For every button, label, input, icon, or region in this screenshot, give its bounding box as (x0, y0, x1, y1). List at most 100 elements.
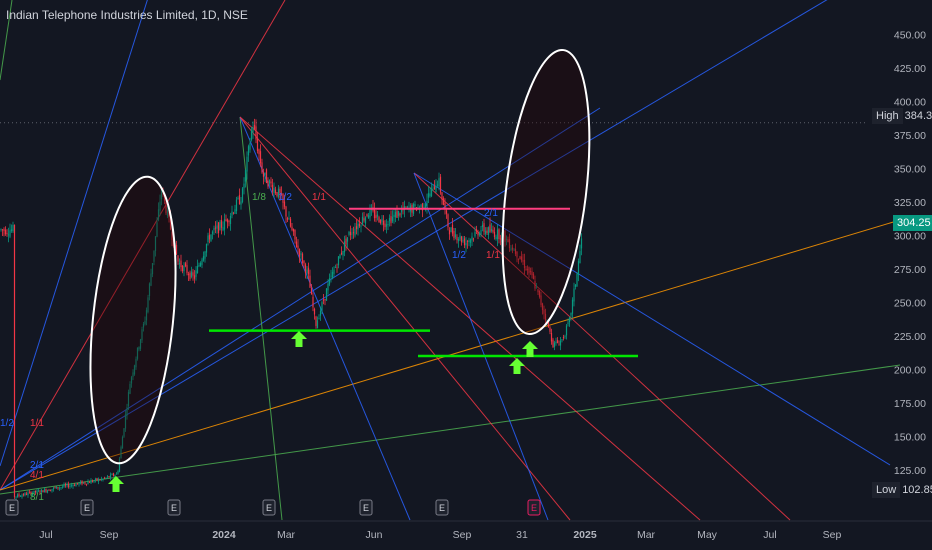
candle-body (325, 288, 328, 301)
candle-body (204, 251, 206, 259)
candle-body (177, 255, 179, 262)
event-marker-icon (5, 499, 19, 516)
candle-body (558, 344, 560, 346)
candle-body (564, 336, 566, 337)
candle-body (100, 478, 103, 480)
candle-body (259, 151, 262, 164)
candle-body (115, 473, 118, 475)
fan-ratio-label: 1/2 (452, 250, 466, 261)
candle-body (159, 201, 161, 211)
event-marker-icon (435, 499, 449, 516)
candle-body (367, 215, 370, 219)
candle-body (220, 220, 223, 228)
candle-body (277, 188, 280, 198)
candle-body (414, 204, 416, 207)
candle-body (381, 218, 383, 222)
candle-body (153, 250, 155, 262)
candle-body (39, 491, 41, 493)
candle-body (96, 478, 98, 481)
candle-body (112, 473, 115, 476)
candle-body (253, 125, 256, 130)
candle-body (265, 169, 268, 184)
candle-body (361, 216, 364, 226)
highlight-ellipse (501, 48, 591, 336)
time-tick-label: 2025 (573, 529, 597, 541)
candle-body (526, 269, 529, 271)
candle-body (111, 474, 113, 476)
price-tick-label: 300.00 (894, 231, 926, 243)
candle-body (544, 313, 547, 321)
candle-body (336, 267, 338, 269)
candle-body (264, 172, 266, 176)
candle-body (436, 184, 439, 186)
candle-body (534, 280, 536, 289)
candle-body (102, 478, 104, 480)
candle-body (58, 487, 61, 489)
candle-body (388, 217, 391, 222)
candle-body (519, 256, 521, 260)
candle-body (148, 283, 151, 296)
candle-body (175, 244, 178, 255)
candle-body (271, 184, 274, 192)
candle-body (255, 126, 257, 140)
event-marker-label: E (363, 503, 369, 513)
candle-body (300, 253, 302, 255)
candle-body (363, 218, 365, 221)
candle-body (430, 187, 433, 197)
candle-body (429, 193, 431, 197)
event-marker-icon (80, 499, 94, 516)
candle-body (571, 299, 574, 314)
candle-body (546, 320, 548, 322)
candle-body (150, 273, 152, 286)
candle-body (189, 272, 191, 279)
candle-body (217, 222, 220, 234)
candle-body (339, 254, 341, 259)
candle-body (145, 310, 148, 321)
event-marker-icon (262, 499, 276, 516)
candle-body (333, 269, 335, 274)
fan-ratio-label: 1/1 (312, 192, 326, 203)
candle-body (498, 229, 500, 240)
candle-body (393, 214, 395, 217)
candle-body (513, 249, 515, 251)
last-price-tag: 304.25 (893, 215, 932, 231)
candle-body (321, 302, 323, 311)
candle-body (562, 336, 565, 339)
candle-body (4, 229, 7, 235)
candle-body (531, 271, 533, 276)
candle-body (354, 228, 356, 236)
candle-body (54, 487, 56, 488)
candle-body (210, 234, 212, 242)
candle-body (36, 490, 38, 493)
candle-body (313, 308, 316, 315)
candle-body (15, 496, 17, 498)
candle-body (52, 487, 55, 490)
candle-body (337, 256, 340, 266)
candle-body (394, 212, 397, 218)
candle-body (73, 484, 76, 486)
candle-body (328, 278, 331, 285)
candle-body (387, 224, 389, 226)
candle-body (573, 288, 575, 302)
candle-body (195, 270, 197, 277)
candle-body (214, 227, 217, 229)
candle-body (550, 333, 553, 342)
candle-body (3, 229, 5, 231)
candle-body (465, 242, 467, 246)
candle-body (424, 204, 427, 211)
high-label: High (872, 108, 903, 124)
candle-body (454, 234, 457, 238)
candle-body (496, 229, 499, 240)
price-tick-label: 150.00 (894, 431, 926, 443)
up-arrow-icon (291, 331, 307, 347)
fan-line (0, 0, 13, 81)
up-arrow-icon (522, 341, 538, 357)
candle-body (76, 483, 79, 484)
candle-body (508, 239, 511, 249)
candle-body (261, 162, 263, 173)
candle-body (282, 193, 284, 203)
candle-body (171, 231, 173, 240)
high-value: 384.30 (904, 110, 932, 122)
candle-body (55, 486, 58, 489)
